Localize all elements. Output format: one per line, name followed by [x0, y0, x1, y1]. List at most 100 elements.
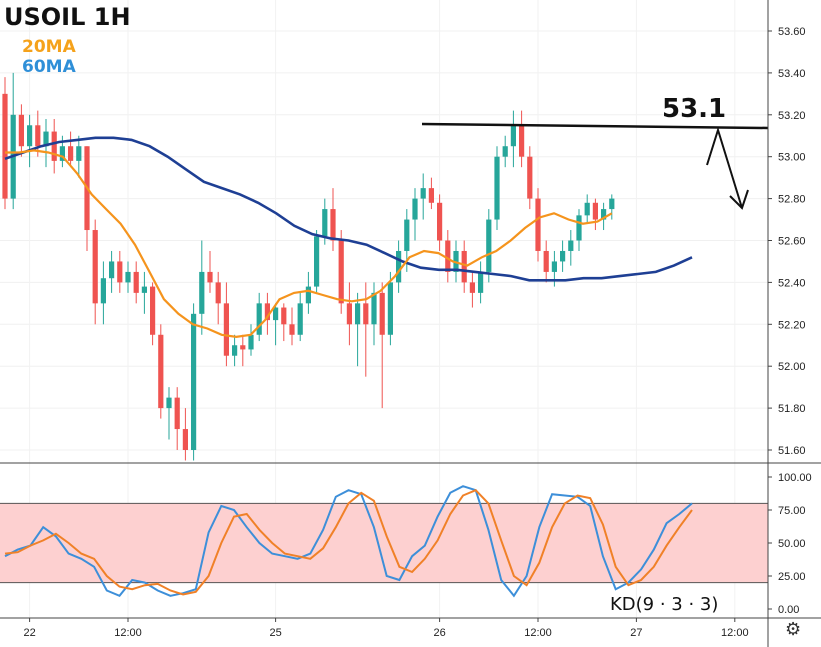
- time-axis: 22 12:00 25 26 12:00 27 12:00: [23, 618, 749, 639]
- candle-body: [601, 209, 607, 220]
- candle-body: [428, 188, 434, 203]
- candle-body: [543, 250, 549, 272]
- candle-body: [305, 286, 311, 304]
- candle-body: [27, 125, 33, 147]
- candle-body: [535, 198, 541, 251]
- candle-body: [133, 271, 139, 293]
- candle-body: [273, 307, 279, 321]
- kd-tick-label: 25.00: [778, 571, 806, 583]
- candle-body: [248, 334, 254, 350]
- candle-body: [191, 313, 197, 450]
- candle-body: [182, 429, 188, 450]
- candle-body: [461, 250, 467, 283]
- price-tick-label: 52.20: [778, 319, 806, 331]
- price-tick-label: 52.60: [778, 236, 806, 248]
- price-tick-label: 51.60: [778, 445, 806, 457]
- kd-band: [0, 502, 768, 584]
- candle-body: [404, 219, 410, 251]
- kd-indicator-label: KD(9 · 3 · 3): [610, 594, 718, 615]
- price-axis: 53.60 53.40 53.20 53.00 52.80 52.60 52.40 52.20…: [768, 26, 806, 457]
- candle-body: [338, 240, 344, 304]
- price-tick-label: 53.00: [778, 152, 806, 164]
- candle-body: [240, 345, 246, 350]
- candle-body: [150, 286, 156, 335]
- ma60-line: [4, 136, 693, 282]
- candle-body: [314, 236, 320, 287]
- candle-body: [387, 282, 393, 335]
- candle-body: [560, 250, 566, 262]
- candle-body: [2, 93, 8, 199]
- kd-tick-label: 100.00: [778, 472, 812, 484]
- candle-body: [166, 397, 172, 409]
- time-tick-label: 12:00: [721, 627, 749, 639]
- time-tick-label: 12:00: [524, 627, 552, 639]
- candle-body: [396, 250, 402, 283]
- candle-body: [59, 146, 65, 161]
- candle-body: [576, 215, 582, 241]
- kd-axis: 100.00 75.00 50.00 25.00 0.00: [768, 472, 812, 616]
- gear-icon[interactable]: ⚙: [785, 619, 802, 640]
- price-tick-label: 52.80: [778, 194, 806, 206]
- time-tick-label: 12:00: [114, 627, 142, 639]
- candle-body: [297, 303, 303, 335]
- resistance-label: 53.1: [662, 94, 726, 124]
- time-tick-label: 22: [23, 627, 35, 639]
- resistance-line: [421, 122, 769, 130]
- candle-body: [256, 303, 262, 335]
- time-tick-label: 25: [269, 627, 281, 639]
- candle-body: [125, 271, 131, 283]
- time-tick-label: 27: [630, 627, 642, 639]
- legend-ma60: 60MA: [22, 57, 76, 77]
- price-tick-label: 52.00: [778, 361, 806, 373]
- candle-body: [92, 230, 98, 304]
- candles: [2, 72, 615, 461]
- candle-body: [420, 188, 426, 199]
- down-arrow-line: [706, 126, 743, 209]
- candle-body: [232, 345, 238, 356]
- candle-body: [355, 303, 361, 325]
- candle-body: [141, 286, 147, 293]
- candle-body: [109, 261, 115, 279]
- price-tick-label: 53.40: [778, 68, 806, 80]
- kd-k-line: [4, 485, 693, 598]
- candle-body: [437, 202, 443, 241]
- candle-body: [199, 271, 205, 314]
- candle-body: [527, 156, 533, 199]
- candle-body: [117, 261, 123, 283]
- price-tick-label: 52.40: [778, 277, 806, 289]
- ma20-line: [5, 149, 613, 339]
- candle-body: [264, 303, 270, 321]
- kd-tick-label: 0.00: [778, 604, 799, 616]
- kd-tick-label: 50.00: [778, 538, 806, 550]
- candle-body: [551, 261, 557, 272]
- candle-body: [18, 114, 24, 147]
- candle-body: [158, 334, 164, 409]
- candle-body: [494, 156, 500, 220]
- chart-title: USOIL 1H: [4, 3, 131, 31]
- legend-ma20: 20MA: [22, 37, 76, 57]
- candle-body: [68, 146, 74, 161]
- candle-body: [35, 125, 41, 147]
- kd-overbought-oversold-band: [0, 503, 768, 583]
- candle-body: [100, 278, 106, 304]
- price-tick-label: 53.20: [778, 110, 806, 122]
- candle-body: [363, 303, 369, 325]
- candle-body: [51, 131, 57, 161]
- candle-body: [289, 324, 295, 335]
- candle-body: [346, 303, 352, 325]
- candle-body: [43, 131, 49, 147]
- kd-tick-label: 75.00: [778, 505, 806, 517]
- time-tick-label: 26: [433, 627, 445, 639]
- candle-body: [371, 292, 377, 325]
- candle-body: [568, 240, 574, 251]
- candle-body: [445, 240, 451, 272]
- candle-body: [330, 209, 336, 241]
- candle-body: [584, 202, 590, 216]
- price-tick-label: 53.60: [778, 26, 806, 38]
- candle-body: [519, 125, 525, 157]
- candle-body: [510, 125, 516, 147]
- candle-body: [76, 146, 82, 161]
- candle-body: [502, 146, 508, 157]
